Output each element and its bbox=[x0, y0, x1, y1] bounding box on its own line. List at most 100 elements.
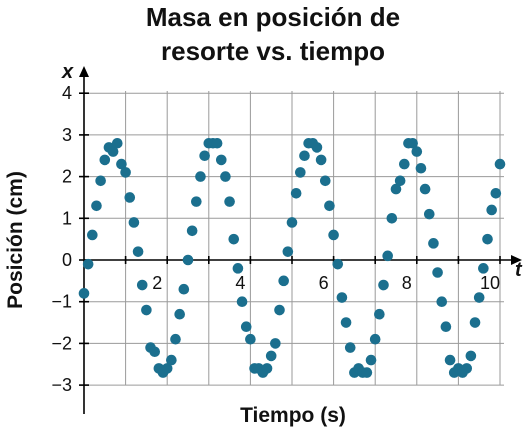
data-point bbox=[332, 258, 344, 270]
data-point bbox=[378, 279, 389, 291]
tick-marks bbox=[79, 92, 501, 386]
y-tick-label: −1 bbox=[51, 292, 72, 312]
data-point bbox=[399, 158, 410, 170]
data-point bbox=[191, 196, 202, 207]
data-point bbox=[124, 192, 136, 203]
data-point bbox=[336, 292, 348, 303]
grid bbox=[84, 91, 504, 386]
data-point bbox=[340, 317, 352, 328]
y-tick-label: 0 bbox=[62, 250, 72, 270]
data-point bbox=[149, 346, 161, 358]
data-point bbox=[278, 275, 289, 287]
data-point bbox=[469, 317, 481, 328]
data-point bbox=[394, 175, 406, 187]
data-point bbox=[78, 288, 90, 299]
data-point bbox=[178, 283, 190, 295]
data-point bbox=[240, 321, 252, 333]
data-point bbox=[423, 208, 435, 220]
data-point bbox=[91, 200, 102, 212]
data-point bbox=[87, 229, 98, 241]
data-point bbox=[432, 267, 443, 278]
data-point bbox=[486, 204, 497, 216]
chart-title-line-1: Masa en posición de bbox=[146, 2, 400, 32]
data-point bbox=[465, 350, 477, 362]
data-point bbox=[328, 229, 339, 241]
data-point bbox=[478, 263, 489, 274]
data-point bbox=[490, 187, 502, 199]
y-tick-label: −2 bbox=[51, 333, 72, 353]
data-point bbox=[186, 225, 198, 237]
data-point bbox=[111, 137, 123, 149]
data-point bbox=[415, 162, 427, 174]
data-point bbox=[482, 233, 493, 245]
data-point bbox=[494, 158, 506, 170]
y-axis-arrow-icon bbox=[79, 66, 89, 77]
data-point bbox=[286, 217, 298, 228]
data-point bbox=[386, 213, 398, 224]
data-point bbox=[141, 304, 152, 316]
data-point bbox=[419, 183, 431, 195]
x-axis-arrow-icon bbox=[511, 255, 522, 265]
data-point bbox=[245, 333, 256, 345]
x-tick-label: 2 bbox=[152, 273, 162, 293]
data-point bbox=[282, 246, 294, 257]
data-point bbox=[444, 354, 456, 366]
data-point bbox=[116, 158, 127, 170]
data-point bbox=[440, 321, 452, 333]
y-tick-label: −3 bbox=[51, 375, 72, 395]
x-tick-label: 4 bbox=[235, 273, 245, 293]
data-point bbox=[365, 354, 377, 366]
data-point bbox=[199, 150, 210, 162]
data-point bbox=[369, 333, 381, 345]
x-tick-label: 10 bbox=[480, 273, 500, 293]
data-point bbox=[324, 200, 335, 212]
data-point bbox=[215, 154, 227, 166]
y-axis-label: Posición (cm) bbox=[4, 171, 27, 309]
data-point bbox=[344, 342, 356, 353]
data-point bbox=[166, 354, 177, 366]
data-point bbox=[99, 154, 111, 166]
data-point bbox=[299, 150, 310, 162]
data-point bbox=[174, 308, 185, 320]
data-point bbox=[220, 171, 231, 182]
data-point bbox=[182, 254, 194, 266]
x-tick-label: 8 bbox=[402, 273, 412, 293]
data-point bbox=[211, 137, 223, 149]
data-point bbox=[128, 217, 140, 228]
data-point bbox=[390, 183, 402, 195]
axes bbox=[79, 66, 522, 414]
data-point bbox=[436, 296, 448, 308]
data-point bbox=[274, 304, 285, 316]
data-point bbox=[232, 263, 244, 274]
data-points bbox=[78, 137, 506, 378]
y-tick-label: 4 bbox=[62, 83, 72, 103]
data-point bbox=[195, 171, 206, 182]
data-point bbox=[319, 175, 331, 187]
data-point bbox=[311, 142, 323, 153]
data-point bbox=[161, 363, 173, 374]
data-point bbox=[136, 279, 148, 291]
data-point bbox=[295, 167, 306, 178]
data-point bbox=[95, 175, 106, 187]
y-axis-variable: x bbox=[61, 61, 74, 83]
x-axis-variable: t bbox=[515, 259, 523, 281]
data-point bbox=[473, 292, 485, 303]
y-tick-label: 1 bbox=[62, 208, 72, 228]
data-point bbox=[120, 167, 131, 178]
x-axis-label: Tiempo (s) bbox=[240, 404, 346, 427]
data-point bbox=[170, 333, 181, 345]
chart-title-line-2: resorte vs. tiempo bbox=[161, 36, 385, 66]
y-tick-label: 2 bbox=[62, 167, 72, 187]
data-point bbox=[261, 363, 273, 374]
data-point bbox=[82, 258, 94, 270]
data-point bbox=[265, 350, 277, 362]
data-point bbox=[374, 308, 385, 320]
data-point bbox=[407, 137, 418, 149]
data-point bbox=[461, 363, 473, 374]
data-point bbox=[107, 146, 119, 157]
y-tick-label: 3 bbox=[62, 125, 72, 145]
data-point bbox=[270, 338, 281, 349]
x-tick-label: 6 bbox=[319, 273, 329, 293]
